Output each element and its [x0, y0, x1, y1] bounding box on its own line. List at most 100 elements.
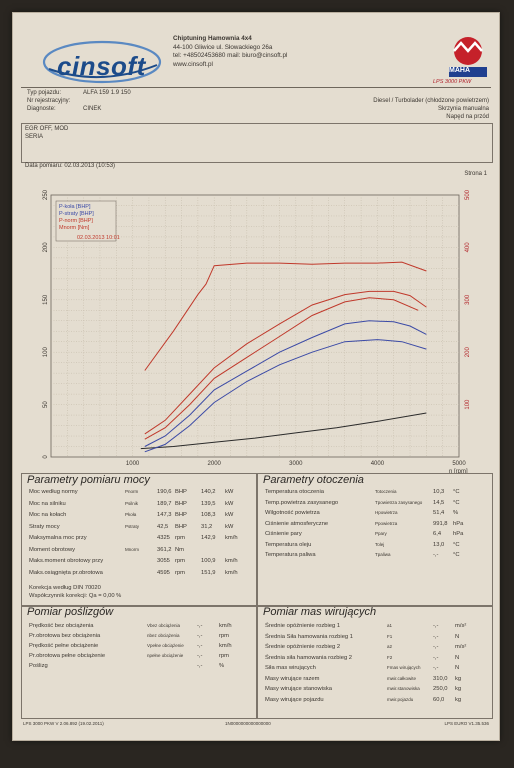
param-symbol: Psilnik — [125, 500, 139, 506]
slip-value: -,- — [197, 633, 203, 639]
company-name: Chiptuning Hamownia 4x4 — [173, 35, 252, 42]
param-symbol: Pnorm — [125, 489, 139, 494]
mass-label: Masy wirujące pojazdu — [265, 696, 324, 703]
maha-model: LPS 3000 PKW — [433, 79, 472, 85]
typ-label: Typ pojazdu: — [27, 90, 62, 96]
env-symbol: Tpaliwa — [375, 552, 391, 557]
mass-label: Masy wirujące razem — [265, 675, 320, 682]
mass-unit: N — [455, 665, 460, 671]
company-info: Chiptuning Hamownia 4x4 44-100 Gliwice u… — [173, 35, 287, 69]
mass-label: Średnia Siła hamowania rozbieg 1 — [265, 633, 353, 640]
mass-panel — [256, 605, 493, 719]
param-symbol: Pstraty — [125, 523, 140, 529]
env-label: Temperatura otoczenia — [265, 489, 324, 495]
param-value: 189,7 — [157, 500, 172, 507]
param-value: 4595 — [157, 569, 170, 576]
footer-right: LPS EURO V1.35.536 — [444, 721, 489, 726]
slip-unit: rpm — [219, 653, 229, 659]
param-value: 147,3 — [157, 512, 172, 518]
slip-label: Prędkość bez obciążenia — [29, 623, 94, 629]
env-symbol: Hpowietrza — [375, 510, 398, 515]
param-unit: rpm — [175, 535, 185, 541]
logo-text: cinsoft — [57, 51, 146, 81]
slip-value: -,- — [197, 643, 203, 649]
env-unit: hPa — [453, 531, 464, 537]
param-unit: rpm — [175, 558, 185, 564]
env-value: 10,3 — [433, 489, 445, 495]
x-tick-label: 4000 — [371, 461, 385, 467]
slip-symbol: npełne obciążenie — [147, 653, 184, 658]
x-tick-label: 1000 — [126, 461, 140, 467]
env-label: Temperatura oleju — [265, 541, 312, 548]
env-params-title: Parametry otoczenia — [263, 474, 364, 486]
company-web: www.cinsoft.pl — [173, 60, 213, 68]
slip-title: Pomiar poślizgów — [27, 606, 114, 618]
env-symbol: Totoczenia — [375, 489, 397, 494]
slip-symbol: Vpełne obciążenie — [147, 643, 184, 648]
notes-line1: EGR OFF, MOD — [25, 126, 69, 132]
y-left-tick-label: 200 — [43, 242, 49, 253]
param-unit2: kW — [225, 523, 234, 530]
param-label: Straty mocy — [29, 523, 60, 530]
slip-unit: km/h — [219, 643, 232, 649]
mass-symbol: mwir.stanowiska — [387, 686, 420, 691]
power-params-panel — [21, 473, 258, 607]
param-label: Maks.osiągnięta pr.obrotowa — [29, 569, 103, 576]
typ-value: ALFA 159 1.9 150 — [83, 90, 131, 96]
mass-symbol: F2 — [387, 654, 393, 660]
y-right-tick-label: 300 — [465, 294, 471, 305]
gearbox: Skrzynia manualna — [437, 106, 489, 112]
slip-label: Poślizg — [29, 663, 48, 669]
series-line — [144, 290, 427, 435]
param-value2: 140,2 — [201, 489, 216, 495]
slip-value: -,- — [197, 663, 203, 669]
param-value2: 142,9 — [201, 535, 216, 541]
mass-value: -,- — [433, 665, 439, 671]
mass-label: Średnia siła hamowania rozbieg 2 — [265, 654, 353, 661]
param-value: 4325 — [157, 535, 170, 541]
param-label: Maks.moment obrotowy przy — [29, 558, 104, 564]
env-unit: % — [453, 510, 459, 516]
nr-label: Nr rejestracyjny: — [27, 98, 71, 104]
y-right-tick-label: 500 — [465, 189, 471, 200]
mass-symbol: a1 — [387, 623, 393, 628]
param-value: 190,6 — [157, 489, 172, 495]
slip-unit: % — [219, 663, 225, 669]
env-value: 6,4 — [433, 531, 442, 537]
mass-unit: N — [455, 633, 460, 640]
mass-title: Pomiar mas wirujących — [263, 606, 377, 618]
param-value2: 139,5 — [201, 500, 216, 507]
slip-value: -,- — [197, 653, 203, 659]
mass-unit: kg — [455, 686, 462, 692]
mass-value: 60,0 — [433, 696, 445, 703]
y-left-tick-label: 250 — [43, 189, 49, 200]
param-label: Maksymalna moc przy — [29, 535, 87, 541]
divider — [21, 87, 491, 88]
slip-value: -,- — [197, 623, 203, 629]
param-unit: Nm — [175, 546, 185, 553]
maha-logo — [449, 37, 487, 77]
env-symbol: Ppowietrza — [375, 520, 398, 526]
dyno-chart: 1000 2000 3000 4000 5000 n [rpm] 0 50 100 150 200 2… — [43, 189, 471, 473]
param-unit: BHP — [175, 512, 187, 518]
footer-left: LPS 3000 PKW V 2.06.892 (19.02.2011) — [23, 721, 104, 726]
series-line — [144, 320, 427, 447]
series-line — [144, 297, 419, 440]
engine-type: Diesel / Turbolader (chłodzone powietrze… — [373, 98, 489, 104]
slip-panel — [21, 605, 258, 719]
mass-symbol: F1 — [387, 633, 393, 639]
param-unit2: km/h — [225, 535, 238, 541]
param-label: Moc według normy — [29, 489, 78, 495]
env-symbol: Tpowietrza zasysanego — [375, 499, 423, 505]
korekcja-factor: Współczynnik korekcji: Qa = 0,00 % — [29, 593, 122, 599]
mass-value: -,- — [433, 633, 439, 640]
diag-label: Diagnoste: — [27, 106, 56, 112]
y-left-tick-label: 100 — [43, 347, 49, 358]
mass-symbol: mwir.całkowite — [387, 675, 417, 681]
param-value: 42,5 — [157, 523, 169, 530]
measure-date: Data pomiaru: 02.03.2013 (10:53) — [25, 163, 116, 169]
param-unit: rpm — [175, 569, 185, 576]
mass-label: Średnie opóźnienie rozbieg 2 — [265, 644, 341, 650]
cinsoft-logo — [42, 40, 162, 84]
slip-label: Pr.obrotowa bez obciążenia — [29, 633, 101, 639]
